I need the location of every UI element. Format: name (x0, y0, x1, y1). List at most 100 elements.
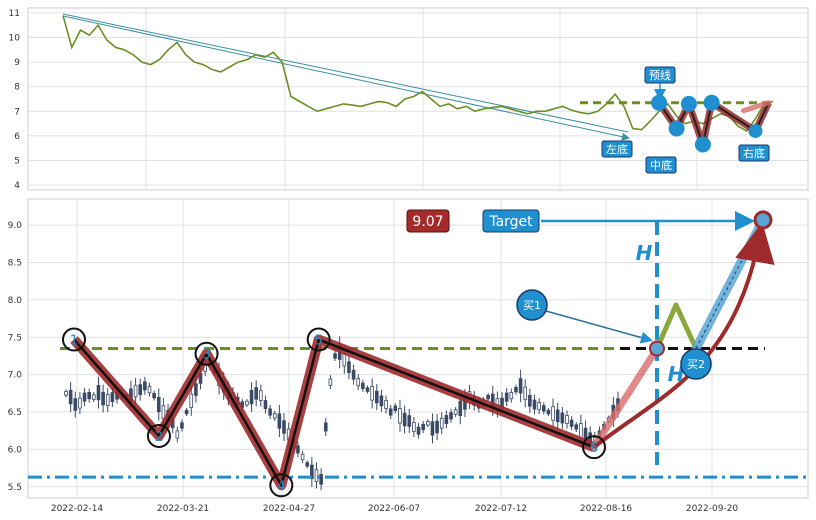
candle-body (416, 426, 421, 435)
right-bottom-label: 右底 (743, 146, 765, 160)
forecast-label: 预线 (649, 68, 671, 82)
candle-body (333, 353, 337, 359)
candle-body (509, 392, 514, 400)
candle-body (398, 408, 402, 424)
candle-body (402, 412, 407, 427)
candle-body (328, 378, 333, 386)
candle-body (351, 369, 356, 380)
candle-body (365, 387, 370, 392)
candle-body (374, 390, 379, 404)
pattern-point-label: 3 (202, 348, 210, 363)
candle-body (555, 409, 560, 423)
detail-pullback (654, 302, 699, 350)
candle-body (180, 422, 184, 429)
pattern-point-circle (269, 473, 294, 498)
candle-body (249, 389, 254, 405)
candle-body (133, 384, 138, 398)
pattern-point-label: 5 (315, 334, 323, 349)
candle-body (161, 405, 166, 419)
candle-body (268, 408, 272, 416)
detail-x-tick-label: 2022-03-21 (157, 504, 209, 514)
overview-pattern-dot (680, 95, 697, 112)
detail-y-tick-label: 6.5 (8, 408, 22, 418)
pattern-point-circle (306, 327, 331, 352)
overview-trend-line-2 (62, 15, 630, 141)
candle-body (361, 382, 365, 389)
candle-body (82, 392, 87, 402)
candle-body (73, 398, 78, 411)
candle-body (305, 462, 310, 467)
candle-body (435, 420, 439, 434)
detail-x-tick-label: 2022-07-12 (475, 504, 527, 514)
candle-body (356, 378, 361, 387)
candle-body (384, 400, 388, 410)
buy1-arrow (545, 310, 653, 344)
candle-body (532, 399, 537, 410)
overview-y-tick-label: 8 (14, 83, 20, 93)
detail-y-tick-label: 7.0 (8, 371, 23, 381)
target-value-label: 9.07 (412, 214, 443, 230)
candle-body (272, 413, 277, 419)
breakout-dot (649, 340, 665, 357)
candle-body (189, 393, 194, 408)
mid-bottom-label-box (645, 156, 677, 174)
candle-body (407, 415, 412, 427)
candle-body (426, 421, 430, 426)
candle-body (579, 423, 583, 439)
candle-body (310, 464, 314, 479)
candle-body (105, 394, 110, 406)
candle-body (388, 408, 393, 416)
overview-y-tick-label: 7 (14, 107, 20, 117)
mid-bottom-label: 中底 (650, 158, 672, 172)
detail-x-tick-label: 2022-08-16 (580, 504, 633, 514)
candle-body (541, 405, 546, 412)
overview-projection (741, 100, 772, 114)
pattern-point-label: 4 (277, 479, 285, 494)
pattern-point-circle (194, 341, 219, 366)
overview-y-tick-label: 11 (9, 9, 20, 19)
candle-body (551, 406, 555, 421)
candle-body (486, 394, 490, 400)
candle-body (68, 389, 73, 405)
pattern-point-circle (62, 327, 86, 352)
height-label-lower: H (668, 362, 685, 386)
height-label-upper: H (636, 241, 653, 265)
pattern-point-label: 6 (590, 441, 598, 456)
detail-breakout-band (590, 345, 661, 451)
candle-body (453, 409, 458, 415)
candle-body (263, 400, 268, 410)
detail-x-tick-label: 2022-09-20 (686, 504, 739, 514)
candle-body (514, 386, 518, 393)
overview-plot-area (27, 7, 809, 191)
candle-body (156, 396, 161, 413)
candle-body (560, 412, 565, 424)
candle-body (458, 400, 463, 416)
candle-body (569, 419, 574, 427)
pattern-point-circle (146, 423, 171, 448)
candle-body (574, 424, 579, 430)
candle-body (184, 409, 189, 415)
target-label: Target (488, 214, 533, 230)
candle-body (64, 391, 68, 396)
overview-pattern-dot (748, 123, 763, 138)
candle-body (300, 453, 305, 460)
overview-y-tick-label: 9 (14, 58, 20, 68)
candle-body (347, 361, 351, 373)
detail-x-ticks: 2022-02-14 2022-03-21 2022-04-27 2022-06-07… (51, 504, 739, 514)
candle-body (370, 386, 374, 401)
overview-pattern-dot (694, 136, 711, 153)
buy2-badge (680, 348, 712, 380)
candle-body (449, 412, 453, 420)
overview-y-tick-label: 10 (9, 34, 21, 44)
overview-pattern-dot (668, 120, 685, 137)
candle-body (393, 405, 398, 411)
detail-pattern-line (73, 338, 595, 487)
detail-y-tick-label: 8.0 (8, 296, 23, 306)
overview-pattern-dot (703, 94, 720, 111)
candle-body (143, 381, 147, 391)
detail-pattern: 1 2 3 4 5 6 9.07 Target H H 买1 买2 (28, 209, 808, 498)
overview-y-tick-label: 5 (14, 156, 20, 166)
candle-body (518, 378, 523, 394)
